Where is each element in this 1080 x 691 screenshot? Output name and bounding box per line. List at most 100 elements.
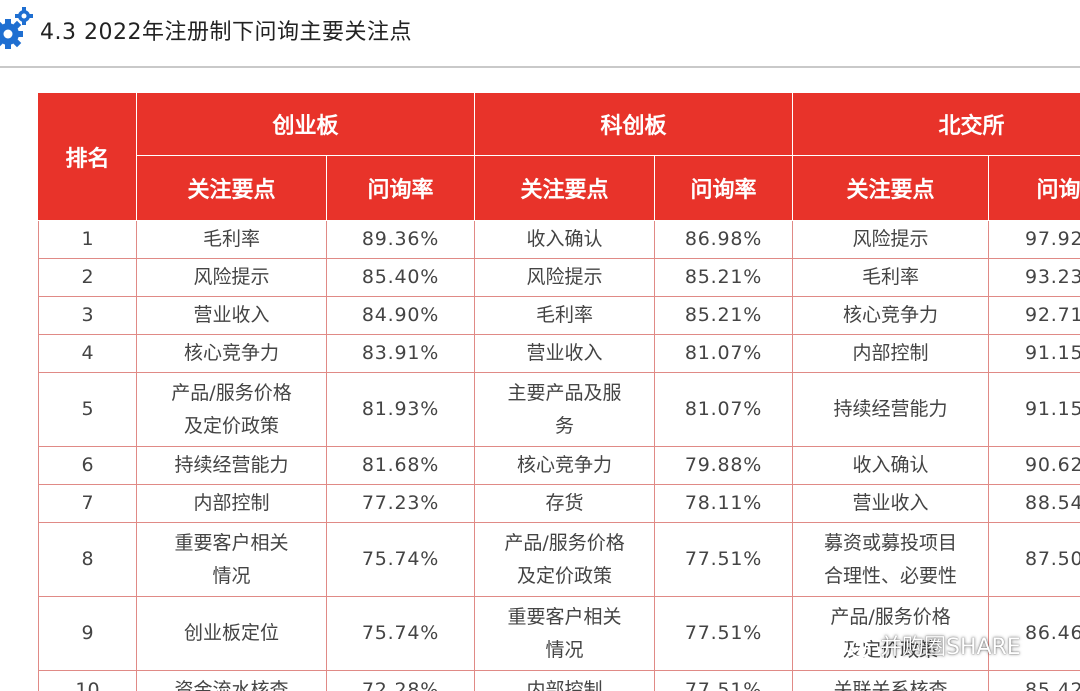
star-market-focus-cell: 风险提示 <box>474 258 656 297</box>
table-row: 7 内部控制 77.23% 存货 78.11% 营业收入 88.54 <box>38 484 1080 523</box>
cell-line: 重要客户相关 <box>174 531 289 554</box>
cell-line: 产品/服务价格 <box>171 381 292 404</box>
star-market-focus-cell: 核心竞争力 <box>474 446 656 485</box>
section-number: 4.3 <box>40 20 77 45</box>
star-market-rate-cell: 77.51% <box>654 522 794 597</box>
table-row: 6 持续经营能力 81.68% 核心竞争力 79.88% 收入确认 90.62 <box>38 446 1080 485</box>
star-market-rate-cell: 78.11% <box>654 484 794 523</box>
star-market-focus-cell: 营业收入 <box>474 334 656 373</box>
section-title: 2022年注册制下问询主要关注点 <box>84 20 412 45</box>
rank-header: 排名 <box>38 92 137 221</box>
cell-line: 及定价政策 <box>183 414 279 437</box>
cell-line: 及定价政策 <box>517 564 613 587</box>
cell-line: 产品/服务价格 <box>830 605 951 628</box>
chinext-focus-cell: 创业板定位 <box>136 596 327 671</box>
bse-focus-cell: 持续经营能力 <box>792 372 990 447</box>
bse-rate-cell: 86.46 <box>988 596 1080 671</box>
chinext-rate-cell: 83.91% <box>325 334 476 373</box>
rank-cell: 5 <box>38 372 137 447</box>
rate-header: 问询率 <box>988 155 1080 221</box>
focus-header: 关注要点 <box>474 155 656 221</box>
star-market-rate-cell: 86.98% <box>654 220 794 259</box>
ranking-table: 排名 创业板 科创板 北交所 关注要点 问询率 关注要点 问询率 关注要点 问询… <box>38 92 1080 691</box>
section-header: 4.3 2022年注册制下问询主要关注点 <box>0 0 1080 66</box>
bse-focus-cell: 关联关系核查 <box>792 670 990 691</box>
star-market-rate-cell: 77.51% <box>654 596 794 671</box>
table-row: 4 核心竞争力 83.91% 营业收入 81.07% 内部控制 91.15 <box>38 334 1080 373</box>
star-market-focus-cell: 收入确认 <box>474 220 656 259</box>
rank-cell: 3 <box>38 296 137 335</box>
star-market-rate-cell: 81.07% <box>654 334 794 373</box>
rank-cell: 9 <box>38 596 137 671</box>
bse-focus-cell: 核心竞争力 <box>792 296 990 335</box>
cell-line: 主要产品及服 <box>507 381 622 404</box>
table-row: 5 产品/服务价格 及定价政策 81.93% 主要产品及服务 81.07% 持续经营能力 91… <box>38 372 1080 447</box>
star-market-focus-cell: 重要客户相关 情况 <box>474 596 656 671</box>
rank-cell: 10 <box>38 670 137 691</box>
cell-line: 务 <box>555 414 575 437</box>
bse-focus-cell: 营业收入 <box>792 484 990 523</box>
bse-rate-cell: 91.15 <box>988 372 1080 447</box>
bse-rate-cell: 91.15 <box>988 334 1080 373</box>
bse-rate-cell: 88.54 <box>988 484 1080 523</box>
watermark-text: 并购圈SHARE <box>880 635 1021 660</box>
chinext-focus-cell: 风险提示 <box>136 258 327 297</box>
star-market-focus-cell: 主要产品及服务 <box>474 372 656 447</box>
focus-header: 关注要点 <box>136 155 327 221</box>
table-row: 1 毛利率 89.36% 收入确认 86.98% 风险提示 97.92 <box>38 220 1080 259</box>
chinext-rate-cell: 75.74% <box>325 522 476 597</box>
board-header-bjs: 北交所 <box>792 92 1080 156</box>
table-body: 1 毛利率 89.36% 收入确认 86.98% 风险提示 97.92 2 风险提示 85.40%… <box>38 220 1080 691</box>
star-market-focus-cell: 毛利率 <box>474 296 656 335</box>
chinext-focus-cell: 产品/服务价格 及定价政策 <box>136 372 327 447</box>
rank-cell: 1 <box>38 220 137 259</box>
section-heading: 4.3 2022年注册制下问询主要关注点 <box>40 14 412 46</box>
board-header-cyb: 创业板 <box>135 92 476 156</box>
board-header-kcb: 科创板 <box>474 92 794 156</box>
chinext-focus-cell: 资金流水核查 <box>136 670 327 691</box>
chinext-focus-cell: 核心竞争力 <box>136 334 327 373</box>
bse-focus-cell: 内部控制 <box>792 334 990 373</box>
star-market-rate-cell: 79.88% <box>654 446 794 485</box>
chinext-rate-cell: 89.36% <box>325 220 476 259</box>
rank-cell: 2 <box>38 258 137 297</box>
chinext-focus-cell: 内部控制 <box>136 484 327 523</box>
chinext-rate-cell: 72.28% <box>325 670 476 691</box>
table-row: 9 创业板定位 75.74% 重要客户相关 情况 77.51% 产品/服务价格 及定价政策 86… <box>38 596 1080 671</box>
table-row: 2 风险提示 85.40% 风险提示 85.21% 毛利率 93.23 <box>38 258 1080 297</box>
rank-cell: 8 <box>38 522 137 597</box>
chinext-rate-cell: 85.40% <box>325 258 476 297</box>
cell-line: 合理性、必要性 <box>824 564 958 587</box>
cell-line: 产品/服务价格 <box>504 531 625 554</box>
bse-focus-cell: 募资或募投项目 合理性、必要性 <box>792 522 990 597</box>
bse-rate-cell: 90.62 <box>988 446 1080 485</box>
bse-rate-cell: 92.71 <box>988 296 1080 335</box>
cell-line: 情况 <box>545 638 584 661</box>
bse-focus-cell: 风险提示 <box>792 220 990 259</box>
bse-rate-cell: 93.23 <box>988 258 1080 297</box>
bse-rate-cell: 85.42 <box>988 670 1080 691</box>
rank-cell: 6 <box>38 446 137 485</box>
rank-cell: 7 <box>38 484 137 523</box>
cell-line: 情况 <box>212 564 251 587</box>
chinext-rate-cell: 77.23% <box>325 484 476 523</box>
bse-focus-cell: 收入确认 <box>792 446 990 485</box>
chinext-focus-cell: 营业收入 <box>136 296 327 335</box>
star-market-focus-cell: 存货 <box>474 484 656 523</box>
watermark: 并购圈SHARE <box>838 628 1058 662</box>
star-market-rate-cell: 81.07% <box>654 372 794 447</box>
star-market-rate-cell: 85.21% <box>654 258 794 297</box>
bse-rate-cell: 87.50 <box>988 522 1080 597</box>
chinext-focus-cell: 毛利率 <box>136 220 327 259</box>
chinext-focus-cell: 持续经营能力 <box>136 446 327 485</box>
chinext-focus-cell: 重要客户相关 情况 <box>136 522 327 597</box>
star-market-focus-cell: 产品/服务价格 及定价政策 <box>474 522 656 597</box>
chinext-rate-cell: 84.90% <box>325 296 476 335</box>
table-row: 8 重要客户相关 情况 75.74% 产品/服务价格 及定价政策 77.51% 募资或募投项目… <box>38 522 1080 597</box>
chinext-rate-cell: 81.68% <box>325 446 476 485</box>
header-divider <box>0 66 1080 68</box>
wechat-icon <box>838 631 871 658</box>
star-market-rate-cell: 77.51% <box>654 670 794 691</box>
chinext-rate-cell: 75.74% <box>325 596 476 671</box>
bse-rate-cell: 97.92 <box>988 220 1080 259</box>
